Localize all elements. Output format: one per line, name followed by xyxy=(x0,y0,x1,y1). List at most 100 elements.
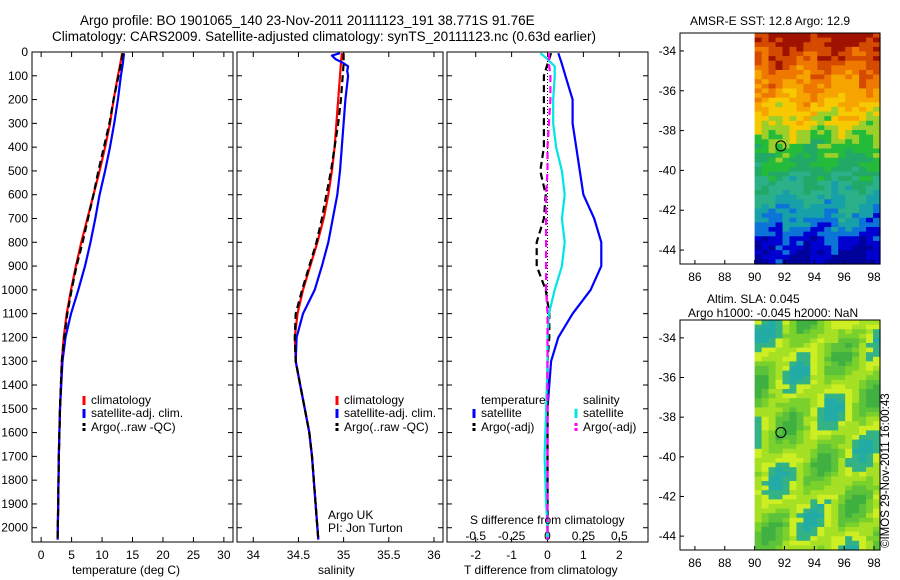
map-cell xyxy=(866,458,874,464)
map-cell xyxy=(796,51,804,57)
map-cell xyxy=(838,222,846,228)
map-y-tick-label: -36 xyxy=(659,371,677,385)
map-cell xyxy=(782,37,791,43)
map-cell xyxy=(782,375,791,381)
map-cell xyxy=(859,384,867,390)
map-cell xyxy=(866,231,874,237)
map-cell xyxy=(852,517,860,523)
map-cell xyxy=(873,245,881,251)
map-cell xyxy=(817,171,825,177)
map-cell xyxy=(810,37,818,43)
map-cell xyxy=(789,217,798,224)
map-cell xyxy=(803,421,811,427)
map-cell xyxy=(803,329,811,335)
map-cell xyxy=(761,485,770,491)
map-x-tick-label: 96 xyxy=(837,270,851,284)
map-cell xyxy=(845,467,853,473)
map-cell xyxy=(782,213,791,219)
map-cell xyxy=(845,217,853,224)
map-cell xyxy=(824,347,832,353)
map-cell xyxy=(803,412,811,418)
map-cell xyxy=(803,476,811,482)
map-cell xyxy=(810,83,818,90)
map-cell xyxy=(782,435,791,441)
map-cell xyxy=(824,504,832,510)
map-cell xyxy=(866,467,874,473)
map-cell xyxy=(852,476,860,482)
map-cell xyxy=(782,320,791,326)
map-cell xyxy=(768,389,777,395)
map-cell xyxy=(810,65,818,71)
map-cell xyxy=(789,522,798,528)
map-cell xyxy=(789,60,798,66)
map-cell xyxy=(845,185,853,191)
map-cell xyxy=(803,435,811,441)
map-cell xyxy=(803,439,811,445)
map-cell xyxy=(810,194,818,200)
map-cell xyxy=(852,106,860,113)
map-x-tick-label: 88 xyxy=(718,556,732,570)
map-cell xyxy=(866,402,874,408)
map-cell xyxy=(768,93,777,99)
map-cell xyxy=(838,370,846,376)
map-cell xyxy=(754,375,763,381)
map-cell xyxy=(838,143,846,150)
map-cell xyxy=(852,222,860,228)
map-cell xyxy=(810,250,818,256)
map-cell xyxy=(859,69,867,76)
map-cell xyxy=(810,435,818,441)
map-cell xyxy=(838,83,846,90)
map-cell xyxy=(817,83,825,90)
map-cell xyxy=(852,458,860,464)
map-cell xyxy=(761,536,770,542)
map-cell xyxy=(761,490,770,496)
map-cell xyxy=(824,389,832,395)
map-cell xyxy=(782,439,791,445)
map-cell xyxy=(845,180,853,187)
map-cell xyxy=(803,379,811,385)
map-cell xyxy=(831,352,839,358)
map-cell xyxy=(754,176,763,182)
map-cell xyxy=(852,490,860,496)
map-cell xyxy=(789,347,798,353)
map-cell xyxy=(838,467,846,473)
map-cell xyxy=(824,435,832,441)
map-cell xyxy=(866,245,874,251)
map-cell xyxy=(859,494,867,500)
map-cell xyxy=(831,143,839,150)
map-cell xyxy=(782,69,791,76)
map-cell xyxy=(817,324,825,330)
map-cell xyxy=(838,347,846,353)
map-cell xyxy=(754,370,763,376)
map-cell xyxy=(824,185,832,191)
map-cell xyxy=(831,213,839,219)
map-cell xyxy=(845,171,853,177)
map-cell xyxy=(782,236,791,242)
map-x-tick-label: 94 xyxy=(808,556,822,570)
map-cell xyxy=(775,508,784,514)
series-line-temperature-climatology xyxy=(56,53,124,540)
map-cell xyxy=(803,343,811,349)
map-cell xyxy=(754,476,763,482)
sst-map-title: AMSR-E SST: 12.8 Argo: 12.9 xyxy=(690,14,851,28)
map-cell xyxy=(796,320,804,326)
map-cell xyxy=(782,485,791,491)
map-cell xyxy=(859,116,867,122)
map-cell xyxy=(866,485,874,491)
map-cell xyxy=(761,245,770,251)
map-cell xyxy=(810,398,818,404)
map-cell xyxy=(810,240,818,247)
map-cell xyxy=(873,102,881,108)
map-cell xyxy=(866,176,874,182)
map-cell xyxy=(852,389,860,395)
map-cell xyxy=(810,338,818,344)
map-cell xyxy=(817,425,825,431)
map-cell xyxy=(852,531,860,537)
map-cell xyxy=(838,153,846,159)
map-cell xyxy=(768,148,777,154)
map-cell xyxy=(761,166,770,173)
map-cell xyxy=(852,134,860,140)
map-cell xyxy=(810,213,818,219)
map-cell xyxy=(866,111,874,117)
map-cell xyxy=(838,74,846,80)
